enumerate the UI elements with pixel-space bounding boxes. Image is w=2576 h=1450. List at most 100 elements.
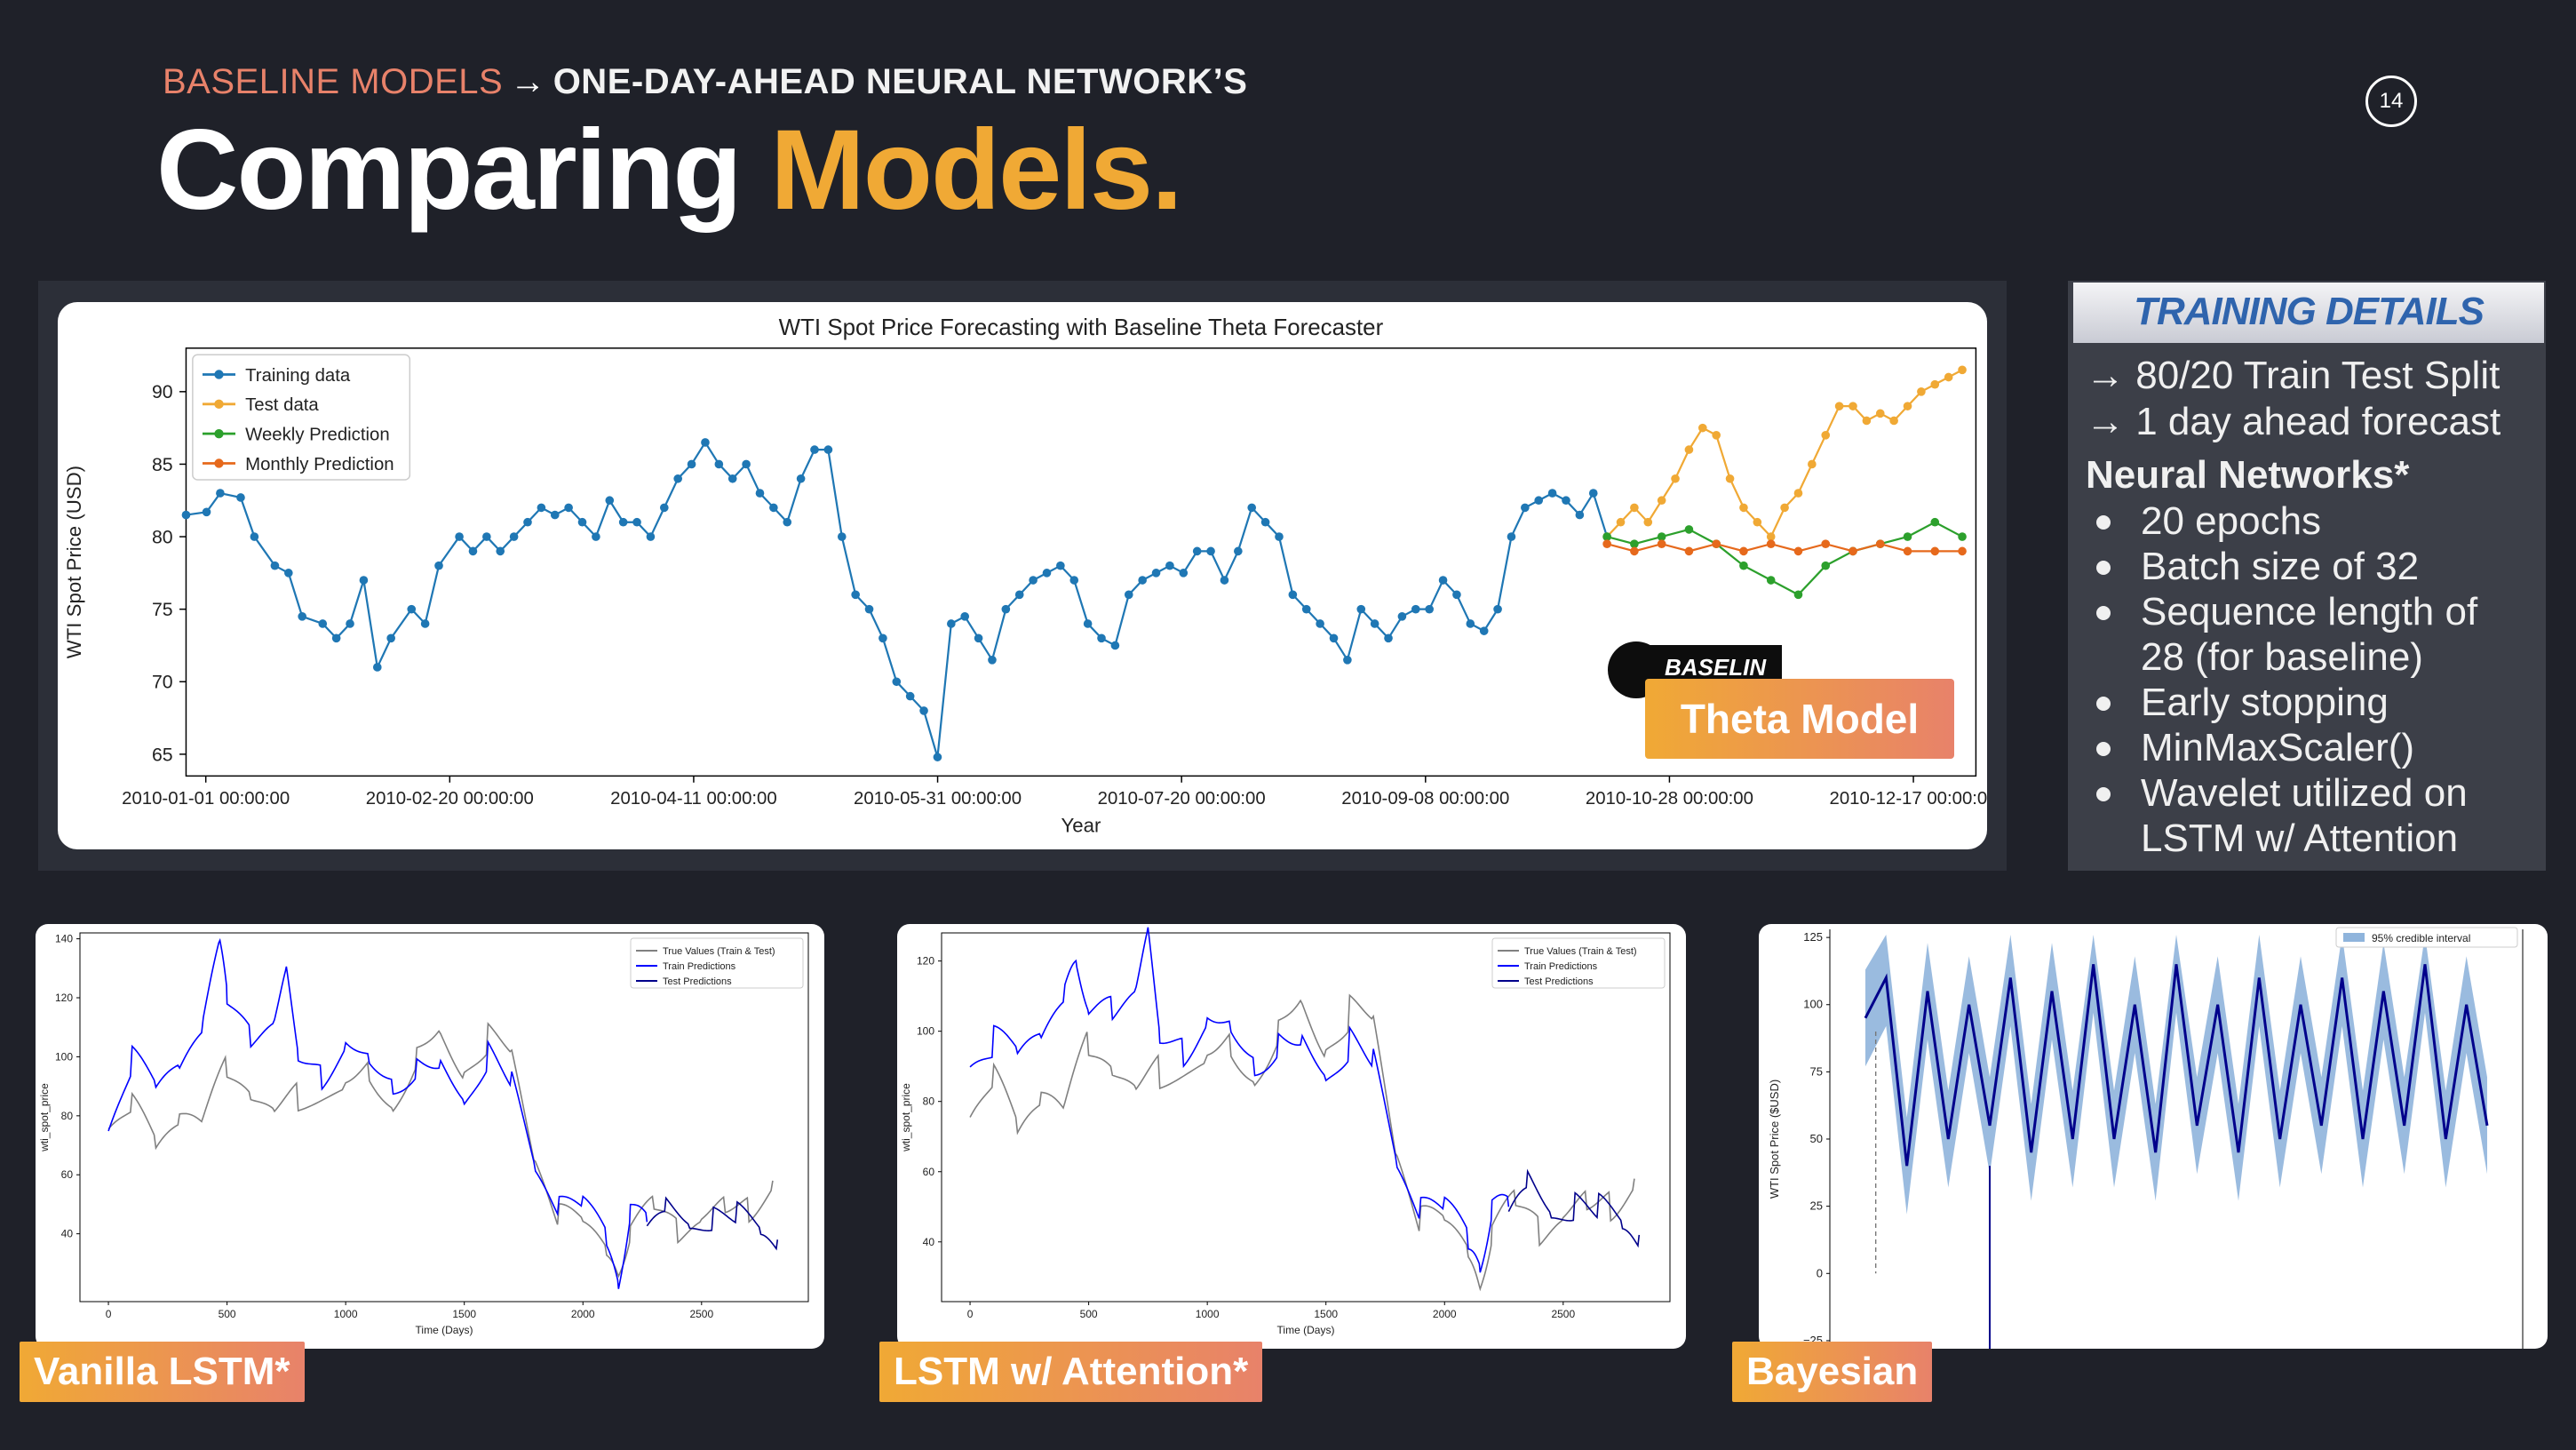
data-point bbox=[1903, 402, 1912, 410]
x-tick-label: 0 bbox=[106, 1308, 112, 1320]
training-details-panel bbox=[2068, 281, 2546, 871]
baseline-badge-line1: BASELIN bbox=[1665, 654, 1767, 681]
data-point bbox=[1056, 561, 1065, 570]
data-point bbox=[181, 510, 191, 520]
data-point bbox=[1849, 402, 1857, 410]
x-tick-label: 2010-02-20 00:00:00 bbox=[366, 789, 534, 809]
bullet-icon bbox=[2096, 606, 2111, 620]
breadcrumb-section: BASELINE MODELS bbox=[163, 62, 504, 101]
data-point bbox=[1192, 546, 1202, 556]
y-tick-label: 25 bbox=[1810, 1199, 1823, 1213]
data-point bbox=[455, 532, 464, 541]
data-point bbox=[564, 503, 573, 513]
data-point bbox=[1438, 576, 1448, 585]
bullet-scaler: MinMaxScaler() bbox=[2141, 726, 2415, 769]
data-point bbox=[434, 561, 443, 570]
y-tick-label: 65 bbox=[152, 744, 173, 765]
data-point bbox=[318, 619, 328, 628]
x-tick-label: 2010-09-08 00:00:00 bbox=[1341, 789, 1509, 809]
series-line bbox=[1606, 521, 1963, 596]
data-point bbox=[1630, 539, 1639, 549]
data-point bbox=[1220, 576, 1229, 585]
data-point bbox=[810, 445, 819, 454]
breadcrumb-arrow: → bbox=[510, 62, 546, 101]
attention-lstm-card: 40 60 80 100 120 0 500 1000 1500 2000 2500 Time (Da… bbox=[897, 924, 1686, 1349]
y-tick-label: 85 bbox=[152, 454, 173, 475]
data-point bbox=[714, 459, 724, 469]
series-line bbox=[107, 937, 648, 1289]
data-point bbox=[1630, 503, 1639, 513]
data-point bbox=[837, 532, 847, 541]
data-point bbox=[905, 691, 915, 701]
data-point bbox=[1602, 532, 1611, 541]
data-point bbox=[1179, 569, 1189, 578]
data-point bbox=[769, 503, 778, 513]
data-point bbox=[1739, 503, 1748, 513]
y-axis-label: WTI Spot Price ($USD) bbox=[1768, 1080, 1781, 1199]
data-point bbox=[947, 619, 956, 628]
data-point bbox=[727, 474, 737, 483]
x-tick-label: 2010-12-17 00:00:00 bbox=[1830, 789, 1987, 809]
y-tick-label: 50 bbox=[1810, 1132, 1823, 1145]
page-title-accent: Models. bbox=[770, 107, 1182, 234]
breadcrumb: BASELINE MODELS → ONE-DAY-AHEAD NEURAL NET… bbox=[163, 62, 1247, 102]
page-title-main: Comparing bbox=[156, 107, 743, 234]
series-line bbox=[646, 1196, 779, 1251]
x-tick-label: 1000 bbox=[334, 1308, 358, 1320]
x-tick-label: 2010-10-28 00:00:00 bbox=[1586, 789, 1753, 809]
data-point bbox=[796, 474, 806, 483]
data-point bbox=[1643, 517, 1653, 527]
data-point bbox=[687, 459, 696, 469]
chart-title: WTI Spot Price Forecasting with Baseline… bbox=[779, 315, 1384, 340]
attention-lstm-chart: 40 60 80 100 120 0 500 1000 1500 2000 2500 Time (Da… bbox=[900, 927, 1671, 1336]
y-tick-label: 120 bbox=[55, 992, 73, 1004]
legend-label: Weekly Prediction bbox=[245, 426, 390, 445]
x-tick-label: 500 bbox=[1080, 1308, 1098, 1320]
breadcrumb-current: ONE-DAY-AHEAD NEURAL NETWORK’S bbox=[553, 62, 1248, 101]
data-point bbox=[1917, 387, 1926, 396]
data-point bbox=[783, 517, 792, 527]
data-point bbox=[1849, 546, 1857, 556]
data-point bbox=[1684, 525, 1694, 534]
data-point bbox=[592, 532, 600, 541]
bullet-sequence-length-cont: 28 (for baseline) bbox=[2141, 635, 2423, 679]
legend-label: True Values (Train & Test) bbox=[663, 946, 775, 957]
mean-line bbox=[1864, 964, 2489, 1167]
data-point bbox=[537, 503, 546, 513]
series-line bbox=[969, 927, 1510, 1273]
y-tick-label: 70 bbox=[152, 672, 173, 693]
x-axis-label: Time (Days) bbox=[416, 1324, 473, 1336]
legend-label: Train Predictions bbox=[663, 961, 736, 972]
legend-marker bbox=[214, 370, 224, 379]
data-point bbox=[1260, 517, 1270, 527]
data-point bbox=[1097, 633, 1106, 643]
legend-label: Monthly Prediction bbox=[245, 455, 394, 474]
data-point bbox=[1507, 532, 1516, 541]
training-line-split: → 80/20 Train Test Split bbox=[2086, 354, 2500, 397]
series-line bbox=[107, 1022, 774, 1279]
x-axis-label: Year bbox=[1061, 814, 1101, 836]
data-point bbox=[1547, 489, 1557, 498]
data-point bbox=[1766, 576, 1776, 585]
bullet-icon bbox=[2096, 787, 2111, 801]
data-point bbox=[933, 753, 942, 761]
legend-label: Test data bbox=[245, 395, 319, 415]
data-point bbox=[420, 619, 430, 628]
data-point bbox=[1479, 626, 1489, 635]
bullet-wavelet-cont: LSTM w/ Attention bbox=[2141, 817, 2459, 860]
data-point bbox=[1521, 503, 1530, 513]
data-point bbox=[701, 438, 710, 447]
y-tick-label: 80 bbox=[61, 1110, 74, 1122]
y-tick-label: 100 bbox=[1803, 998, 1823, 1011]
data-point bbox=[1370, 619, 1379, 628]
data-point bbox=[236, 493, 245, 502]
legend-marker bbox=[214, 428, 224, 439]
data-point bbox=[1657, 539, 1666, 549]
data-point bbox=[1069, 576, 1079, 585]
data-point bbox=[659, 503, 669, 513]
data-point bbox=[372, 663, 382, 672]
data-point bbox=[1301, 604, 1311, 614]
x-tick-label: 1500 bbox=[452, 1308, 476, 1320]
data-point bbox=[1958, 532, 1967, 541]
legend-box bbox=[192, 354, 411, 481]
